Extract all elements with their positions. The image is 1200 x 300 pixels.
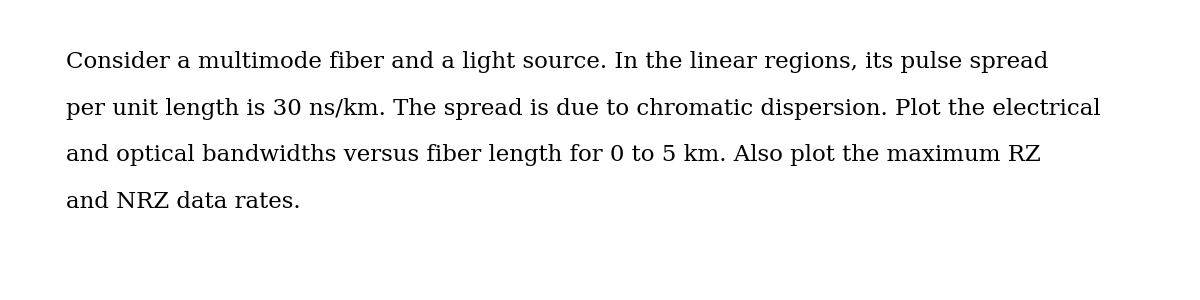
Text: Consider a multimode fiber and a light source. In the linear regions, its pulse : Consider a multimode fiber and a light s… <box>66 51 1049 73</box>
Text: per unit length is 30 ns/km. The spread is due to chromatic dispersion. Plot the: per unit length is 30 ns/km. The spread … <box>66 98 1100 119</box>
Text: and NRZ data rates.: and NRZ data rates. <box>66 190 301 212</box>
Text: and optical bandwidths versus fiber length for 0 to 5 km. Also plot the maximum : and optical bandwidths versus fiber leng… <box>66 144 1040 166</box>
